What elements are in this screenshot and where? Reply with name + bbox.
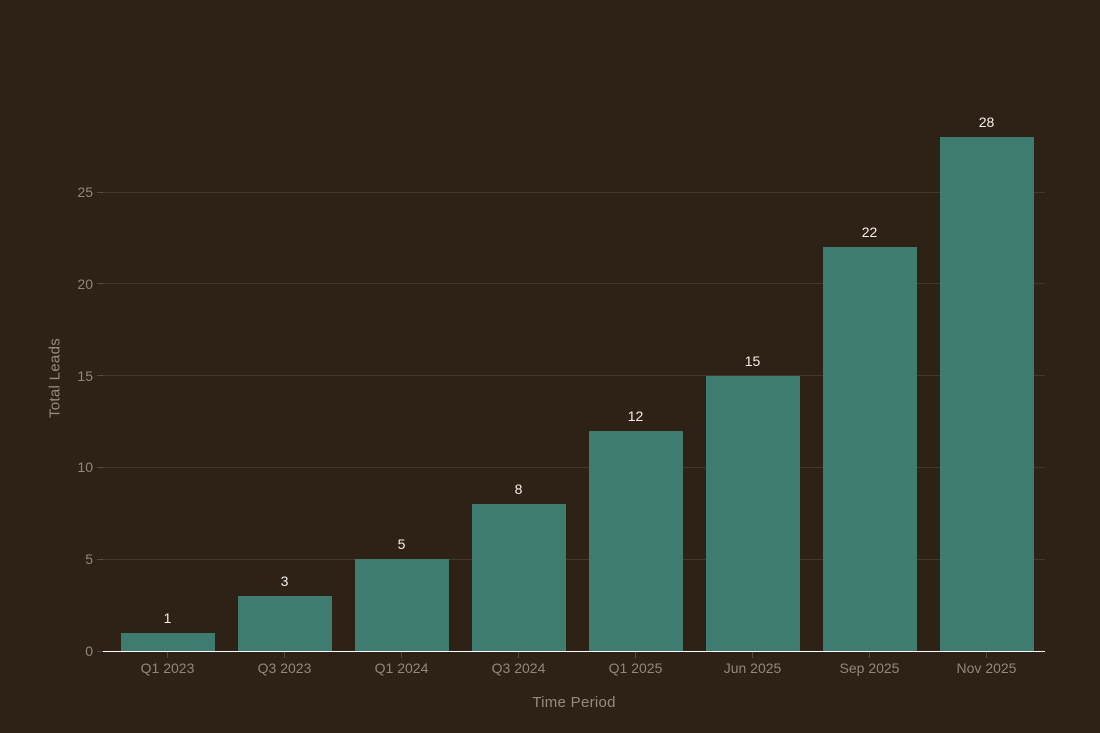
- bar[interactable]: [588, 430, 683, 651]
- bar-value-label: 1: [163, 609, 172, 626]
- x-tick-label: Jun 2025: [723, 660, 782, 676]
- x-tick-label: Q3 2023: [257, 660, 312, 676]
- x-tick-mark: [869, 652, 870, 658]
- bar-value-label: 5: [397, 536, 406, 553]
- y-tick-mark: [97, 191, 103, 193]
- y-tick-label: 10: [77, 459, 93, 476]
- x-tick-mark: [986, 652, 987, 658]
- x-tick-mark: [752, 652, 753, 658]
- x-tick-label: Nov 2025: [956, 660, 1017, 676]
- x-tick-mark: [518, 652, 519, 658]
- x-tick-mark: [284, 652, 285, 658]
- x-tick-label: Q1 2025: [608, 660, 663, 676]
- y-tick-label: 5: [85, 551, 93, 568]
- x-axis-label: Time Period: [532, 694, 616, 711]
- bar-value-label: 3: [280, 572, 289, 589]
- gridline: [103, 375, 1045, 377]
- bar[interactable]: [705, 375, 800, 651]
- gridline: [103, 558, 1045, 560]
- x-tick-mark: [635, 652, 636, 658]
- bar[interactable]: [120, 632, 215, 651]
- gridline: [103, 191, 1045, 193]
- y-tick-label: 25: [77, 184, 93, 201]
- x-tick-label: Sep 2025: [839, 660, 900, 676]
- gridline: [103, 466, 1045, 468]
- y-tick-mark: [97, 650, 103, 652]
- gridline: [103, 283, 1045, 285]
- y-tick-mark: [97, 466, 103, 468]
- bar[interactable]: [237, 595, 332, 651]
- x-tick-label: Q3 2024: [491, 660, 546, 676]
- y-tick-mark: [97, 558, 103, 560]
- bar[interactable]: [354, 559, 449, 651]
- bar-value-label: 28: [978, 114, 995, 130]
- bar[interactable]: [471, 504, 566, 651]
- x-tick-mark: [401, 652, 402, 658]
- y-tick-label: 15: [77, 367, 93, 384]
- x-tick-mark: [167, 652, 168, 658]
- y-tick-label: 20: [77, 275, 93, 292]
- x-tick-label: Q1 2024: [374, 660, 429, 676]
- x-tick-label: Q1 2023: [140, 660, 195, 676]
- bar-value-label: 15: [744, 352, 761, 369]
- y-tick-label: 0: [85, 643, 93, 659]
- bar-value-label: 8: [514, 481, 523, 498]
- bar[interactable]: [822, 247, 917, 651]
- bar-value-label: 12: [627, 407, 644, 424]
- bar-value-label: 22: [861, 224, 878, 241]
- bar[interactable]: [939, 137, 1034, 651]
- y-tick-mark: [97, 283, 103, 285]
- y-tick-mark: [97, 375, 103, 377]
- y-axis-label: Total Leads: [46, 337, 64, 419]
- x-axis-line: [103, 650, 1045, 652]
